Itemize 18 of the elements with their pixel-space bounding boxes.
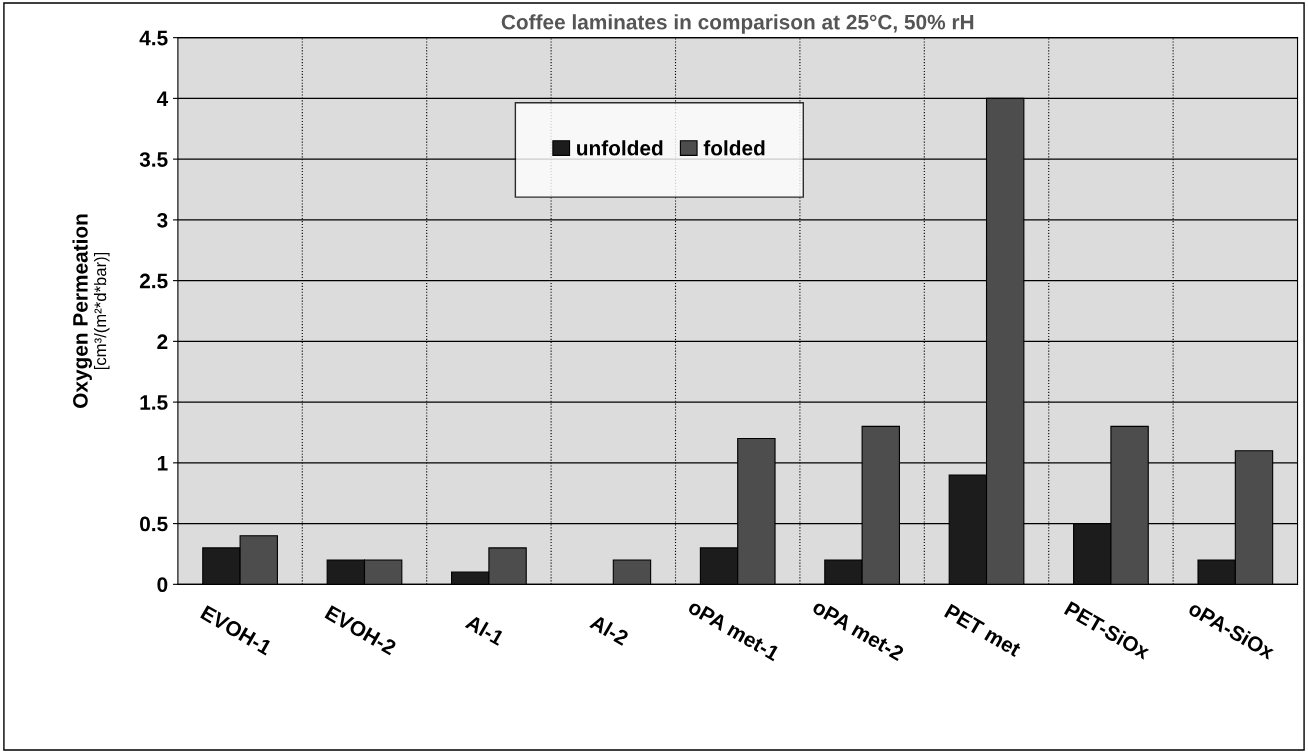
y-tick-label: 4	[156, 91, 169, 106]
y-tick-label: 0.5	[140, 516, 168, 532]
y-tick-label: 1.5	[140, 395, 168, 410]
y-tick-label: 3.5	[139, 152, 168, 167]
legend-label: unfolded	[577, 140, 663, 156]
bar	[612, 559, 652, 585]
chart-title: Coffee laminates in comparison at 25°C, 50% rH	[501, 14, 974, 34]
y-tick-label: 1	[157, 456, 168, 471]
y-tick-label: 2.5	[139, 273, 168, 289]
x-tick-label: Al-2	[589, 613, 630, 646]
legend-label: folded	[703, 140, 765, 156]
y-tick-label: 2	[157, 334, 168, 349]
y-axis-title: Oxygen Permeation [cm³/(m²*d*bar)]	[72, 214, 110, 408]
x-tick-label: PET met	[943, 603, 1023, 658]
y-tick-label: 0	[157, 577, 168, 593]
x-tick-label: Al-1	[464, 613, 506, 646]
y-tick-label: 3	[157, 212, 168, 228]
y-tick-label: 4.5	[139, 30, 168, 46]
